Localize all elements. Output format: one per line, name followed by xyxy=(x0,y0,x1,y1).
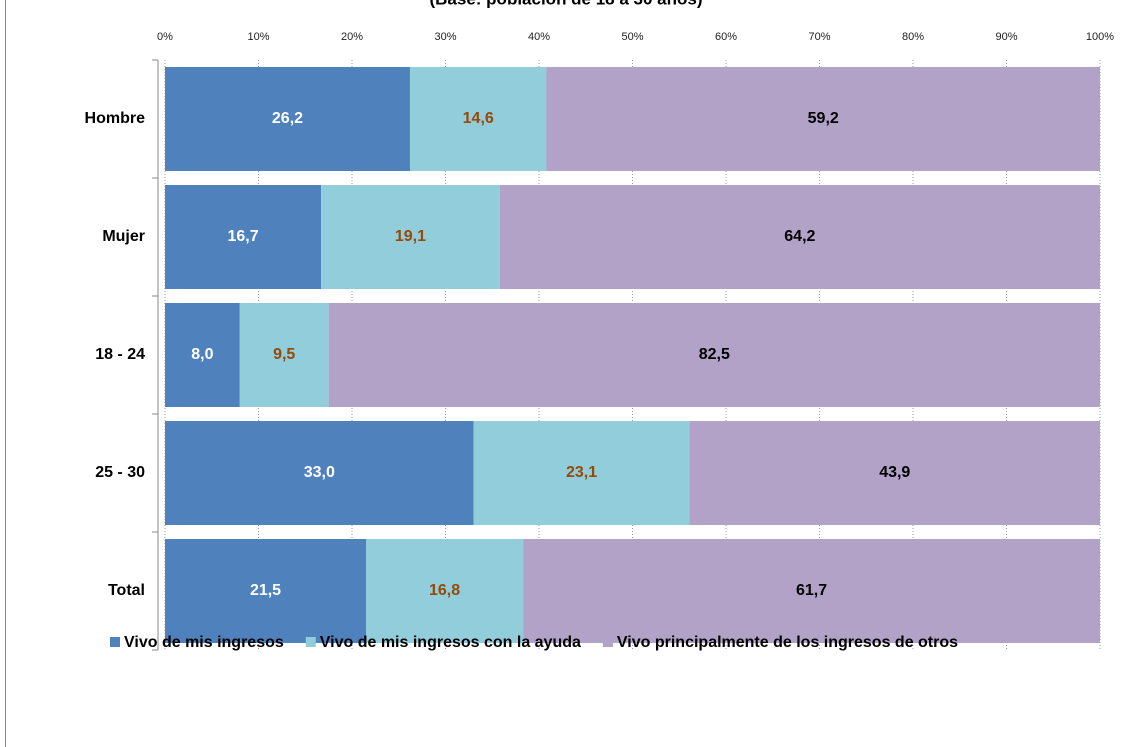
value-label: 14,6 xyxy=(463,110,494,127)
x-tick-label: 70% xyxy=(808,31,830,43)
value-label: 19,1 xyxy=(395,228,426,245)
value-label: 21,5 xyxy=(250,582,281,599)
x-tick-label: 20% xyxy=(341,31,363,43)
x-tick-label: 60% xyxy=(715,31,737,43)
bar-segment xyxy=(328,303,1100,407)
legend-label: Vivo de mis ingresos con la ayuda xyxy=(320,634,581,651)
value-label: 9,5 xyxy=(273,346,295,363)
x-tick-label: 40% xyxy=(528,31,550,43)
value-label: 59,2 xyxy=(808,110,839,127)
value-label: 23,1 xyxy=(566,464,597,481)
bar-segment xyxy=(165,303,240,407)
bar-segment xyxy=(409,67,547,171)
bar-segment xyxy=(165,185,322,289)
bar-segment xyxy=(165,421,474,525)
y-tick-label: 18 - 24 xyxy=(95,346,145,363)
x-tick-label: 0% xyxy=(157,31,173,43)
value-label: 43,9 xyxy=(879,464,910,481)
bar-segment xyxy=(499,185,1101,289)
chart-subtitle: (Base: población de 18 a 30 años) xyxy=(429,0,702,8)
value-label: 26,2 xyxy=(272,110,303,127)
legend-swatch xyxy=(602,637,613,647)
value-label: 16,7 xyxy=(228,228,259,245)
value-label: 82,5 xyxy=(699,346,730,363)
legend-swatch xyxy=(110,637,120,647)
bar-segment xyxy=(239,303,329,407)
bar-segment xyxy=(165,539,367,643)
value-label: 8,0 xyxy=(191,346,213,363)
x-tick-label: 10% xyxy=(247,31,269,43)
bar-segment xyxy=(473,421,690,525)
legend-label: Vivo de mis ingresos xyxy=(124,634,284,651)
bar-segment xyxy=(523,539,1100,643)
y-tick-label: 25 - 30 xyxy=(95,464,145,481)
y-tick-label: Mujer xyxy=(102,228,145,245)
legend-swatch xyxy=(305,637,316,647)
legend-label: Vivo principalmente de los ingresos de o… xyxy=(617,634,958,651)
bar-segment xyxy=(366,539,524,643)
bar-segment xyxy=(546,67,1100,171)
value-label: 33,0 xyxy=(304,464,335,481)
bar-segment xyxy=(689,421,1100,525)
y-tick-label: Total xyxy=(108,582,145,599)
x-tick-label: 80% xyxy=(902,31,924,43)
bar-segment xyxy=(321,185,500,289)
value-label: 16,8 xyxy=(429,582,460,599)
value-label: 61,7 xyxy=(796,582,827,599)
x-tick-label: 100% xyxy=(1086,31,1114,43)
x-tick-label: 90% xyxy=(995,31,1017,43)
x-tick-label: 30% xyxy=(434,31,456,43)
bar-segment xyxy=(165,67,410,171)
y-tick-label: Hombre xyxy=(85,110,146,127)
value-label: 64,2 xyxy=(784,228,815,245)
x-tick-label: 50% xyxy=(621,31,643,43)
